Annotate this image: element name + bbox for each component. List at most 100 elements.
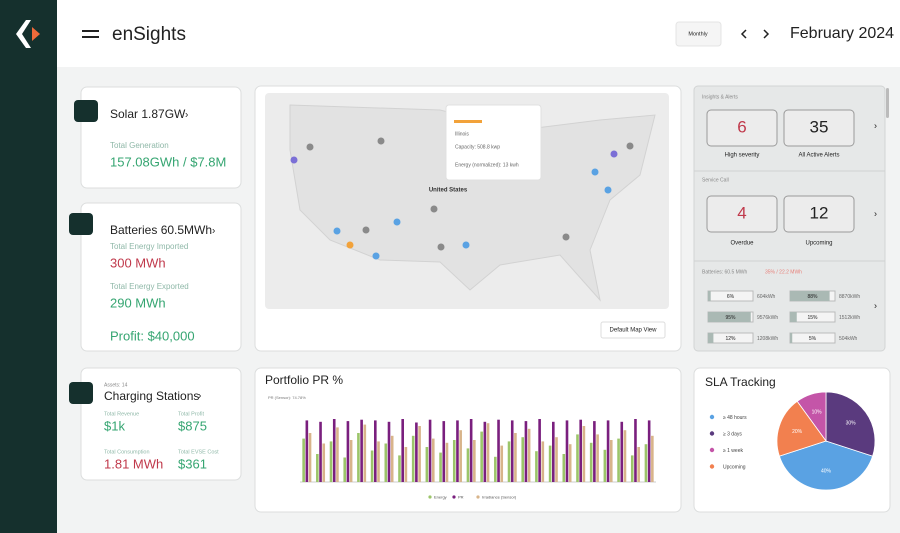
prev-button[interactable]	[740, 29, 747, 39]
legend-swatch	[709, 447, 715, 453]
bar	[456, 420, 459, 482]
pie-label: 40%	[821, 469, 832, 475]
bar	[500, 445, 504, 482]
bar	[452, 440, 456, 482]
pie-slice	[776, 400, 827, 457]
all-count: 35	[810, 117, 829, 136]
tooltip-energy: Energy (normalized): 13 kwh	[455, 162, 519, 168]
overdue-count: 4	[737, 203, 746, 222]
battery-energy: 604kWh	[757, 294, 776, 300]
brand: enSights	[112, 24, 186, 45]
battery-level	[790, 291, 830, 301]
legend-swatch	[476, 495, 480, 499]
solar-value: 157.08GWh / $7.8M	[110, 154, 226, 169]
chevron[interactable]: ›	[874, 120, 877, 130]
sidebar	[0, 0, 57, 533]
bar	[555, 437, 558, 482]
upcoming-box[interactable]	[783, 195, 855, 233]
bar	[418, 426, 421, 482]
bar	[634, 419, 637, 482]
bar	[445, 442, 449, 482]
bar	[644, 444, 648, 482]
bar	[637, 447, 640, 482]
bar	[401, 419, 404, 482]
legend-label: Energy	[434, 495, 447, 500]
battery-energy: 1208kWh	[757, 336, 778, 342]
bar	[651, 435, 654, 482]
legend-label: PR	[458, 495, 464, 500]
bar	[568, 444, 572, 482]
logo[interactable]	[16, 20, 40, 48]
battery-level	[708, 312, 751, 322]
pie-label: 10%	[812, 409, 823, 415]
bar	[596, 434, 599, 482]
bar	[609, 440, 613, 482]
bar	[308, 433, 312, 482]
bar	[404, 447, 408, 482]
bar	[565, 420, 569, 482]
menu-icon[interactable]	[82, 30, 99, 38]
bar	[343, 457, 347, 482]
tooltip-site: Illinois	[455, 131, 469, 137]
bar	[593, 421, 596, 482]
bar	[603, 449, 607, 482]
bar	[589, 442, 593, 482]
bar	[579, 419, 582, 482]
default-map-view-button[interactable]	[600, 321, 666, 339]
solar-card[interactable]	[80, 86, 242, 189]
period-button[interactable]	[675, 21, 722, 47]
chevron: ›	[198, 391, 201, 402]
scrollbar[interactable]	[886, 88, 889, 118]
bar	[390, 435, 394, 482]
bar	[377, 441, 380, 482]
bar	[305, 420, 309, 482]
bar	[620, 421, 624, 482]
bar	[507, 441, 511, 482]
pie-label: 20%	[792, 429, 803, 435]
pie-slice	[825, 391, 876, 457]
battery-energy: 8870kWh	[839, 294, 860, 300]
period-button-label: Monthly	[688, 31, 708, 37]
battery-level	[708, 291, 711, 301]
high-box[interactable]	[706, 109, 778, 147]
profit: Profit: $40,000	[110, 328, 195, 343]
battery-level	[708, 333, 714, 343]
legend-swatch	[709, 431, 715, 436]
chevron: ›	[185, 110, 188, 121]
charging-icon	[69, 382, 93, 404]
legend-label: Upcoming	[723, 464, 746, 470]
bar	[647, 420, 651, 482]
bar	[329, 441, 333, 482]
solar-title: Solar 1.87GW	[110, 107, 186, 121]
next-button[interactable]	[763, 29, 770, 39]
bar	[384, 443, 388, 482]
solar-label: Total Generation	[110, 141, 169, 150]
bar	[357, 433, 360, 482]
chevron[interactable]: ›	[874, 208, 877, 218]
legend-label: Irradiance (Sensor)	[482, 495, 517, 500]
legend-swatch	[452, 495, 456, 499]
imported-label: Total Energy Imported	[110, 242, 188, 251]
batteries-card[interactable]	[80, 202, 242, 352]
bar	[514, 433, 517, 482]
batteries-icon	[69, 213, 93, 235]
bar	[510, 420, 514, 482]
bar	[497, 419, 500, 482]
chevron: ›	[212, 226, 215, 237]
solar-icon	[74, 100, 98, 122]
bar	[322, 443, 326, 482]
map-country: United States	[429, 188, 468, 194]
bar	[548, 445, 552, 482]
battery-energy: 9576kWh	[757, 315, 778, 321]
sla-title: SLA Tracking	[705, 375, 776, 389]
charging-profit: $875	[178, 418, 207, 433]
pie-label: 30%	[846, 420, 857, 426]
chevron[interactable]: ›	[874, 300, 877, 310]
all-box[interactable]	[783, 109, 855, 147]
default-map-view: Default Map View	[610, 328, 658, 334]
bar	[411, 435, 415, 482]
overdue-box[interactable]	[706, 195, 778, 233]
consumption-label: Total Consumption	[104, 449, 150, 455]
charging-card[interactable]	[80, 367, 242, 481]
